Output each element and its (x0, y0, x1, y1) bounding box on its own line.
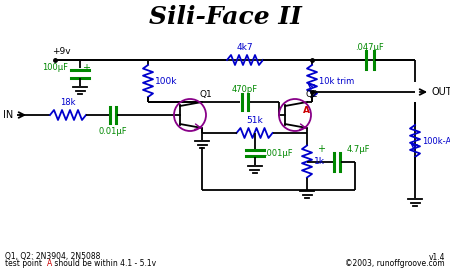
Text: test point: test point (5, 258, 45, 268)
Text: 100μF: 100μF (42, 63, 68, 73)
Text: IN: IN (3, 110, 13, 120)
Text: Q2: Q2 (305, 90, 318, 99)
Text: 100k-A: 100k-A (422, 137, 450, 146)
Text: 470pF: 470pF (232, 85, 258, 94)
Text: .001μF: .001μF (265, 148, 293, 157)
Text: Q1: Q1 (200, 90, 213, 99)
Text: +: + (317, 143, 325, 154)
Text: ©2003, runoffgroove.com: ©2003, runoffgroove.com (346, 258, 445, 268)
Text: 51k: 51k (246, 116, 263, 125)
Text: 1k: 1k (314, 157, 325, 166)
Text: 100k: 100k (155, 76, 177, 86)
Text: should be within 4.1 - 5.1v: should be within 4.1 - 5.1v (52, 258, 156, 268)
Text: 10k trim: 10k trim (319, 76, 354, 86)
Text: 18k: 18k (60, 98, 76, 107)
Text: 4k7: 4k7 (237, 43, 253, 52)
Text: A: A (47, 258, 52, 268)
Text: Q1, Q2: 2N3904, 2N5088: Q1, Q2: 2N3904, 2N5088 (5, 252, 100, 262)
Text: A: A (303, 106, 310, 115)
Text: .047μF: .047μF (356, 43, 384, 52)
Text: +: + (82, 63, 90, 73)
Text: OUT: OUT (432, 87, 450, 97)
Text: 0.01μF: 0.01μF (99, 127, 127, 136)
Text: v1.4: v1.4 (428, 252, 445, 262)
Text: Sili-Face II: Sili-Face II (148, 5, 302, 29)
Text: 4.7μF: 4.7μF (347, 144, 370, 154)
Text: +9v: +9v (52, 47, 71, 56)
